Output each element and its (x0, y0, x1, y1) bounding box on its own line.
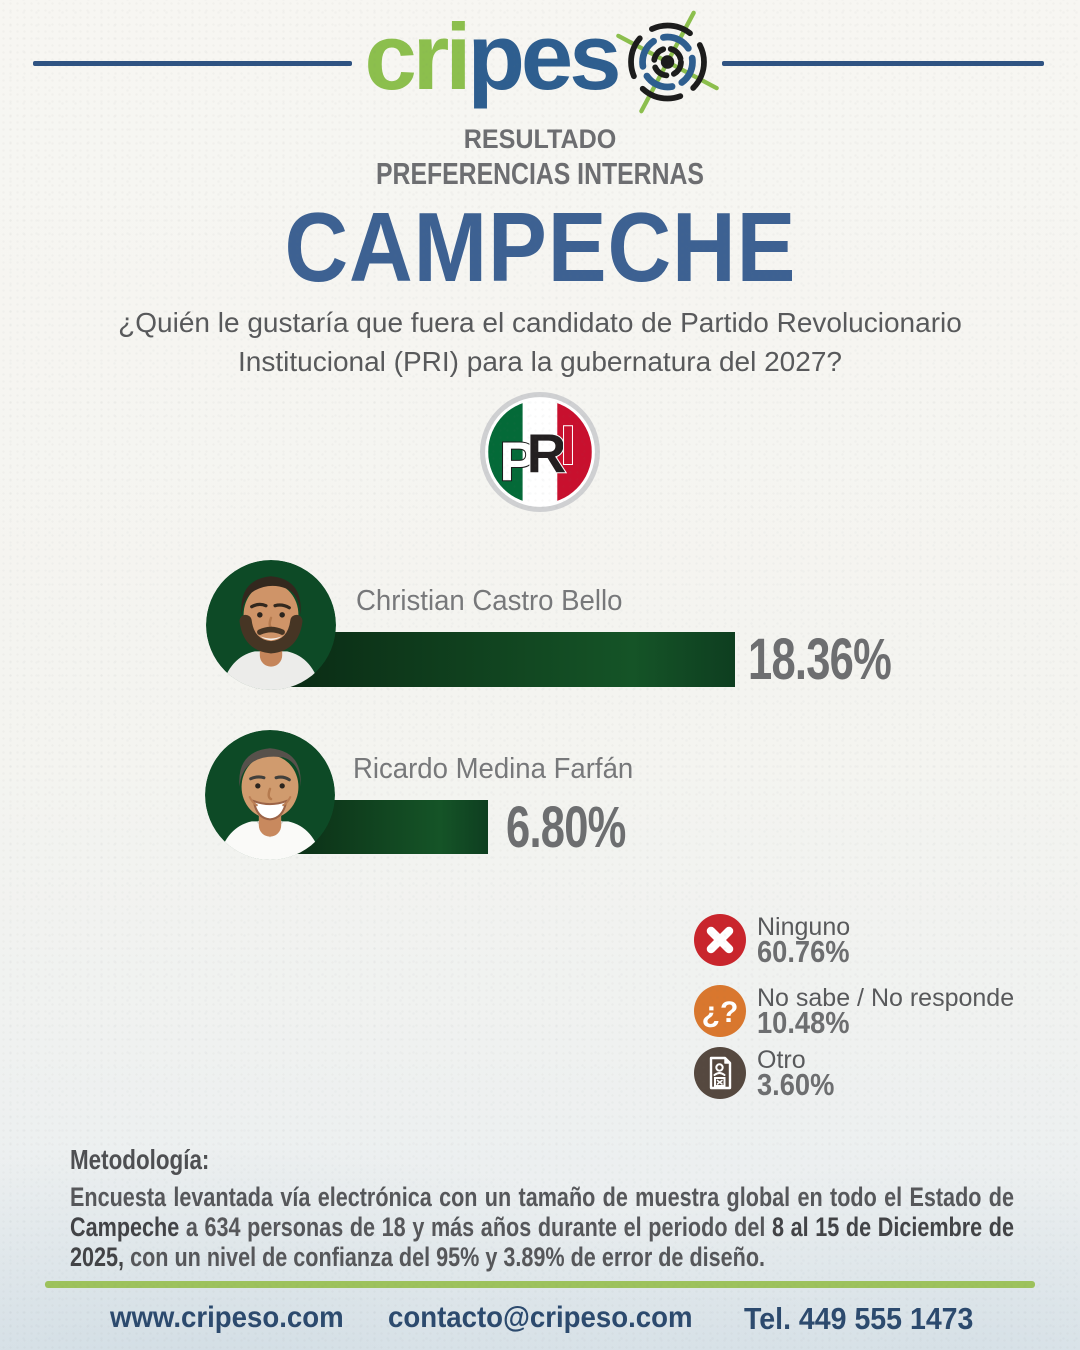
candidate-bar (272, 632, 735, 687)
footer-website: www.cripeso.com (110, 1301, 344, 1334)
question-mark-icon: ¿? (694, 985, 746, 1037)
other-option-label: No sabe / No responde (757, 984, 1015, 1012)
x-circle-icon (694, 914, 746, 966)
other-option-label: Otro (757, 1046, 806, 1074)
other-option-percentage: 60.76% (757, 934, 850, 969)
methodology-title: Metodología: (70, 1144, 210, 1175)
kicker: RESULTADO (463, 124, 617, 154)
target-icon (616, 10, 719, 114)
other-option-percentage: 10.48% (757, 1005, 850, 1040)
brand-rule-right (722, 61, 1044, 66)
candidate-name: Ricardo Medina Farfán (353, 753, 634, 785)
brand-wordmark: cri pes (364, 4, 719, 116)
page-title: CAMPECHE (284, 192, 796, 302)
footer-phone: Tel. 449 555 1473 (744, 1301, 974, 1336)
svg-text:R: R (527, 422, 567, 484)
footer-email: contacto@cripeso.com (388, 1301, 693, 1334)
svg-text:I: I (560, 414, 575, 476)
footer-rule (45, 1281, 1035, 1288)
survey-question: ¿Quién le gustaría que fuera el candidat… (118, 307, 962, 377)
pri-logo-icon: P R I (479, 391, 601, 513)
svg-text:P: P (499, 430, 536, 492)
brand-rule-left (33, 61, 352, 66)
brand-wordmark-pes: pes (467, 4, 622, 109)
candidate-percentage: 6.80% (506, 795, 626, 860)
brand-wordmark-cri: cri (364, 4, 472, 109)
candidate-avatar-icon (205, 730, 335, 860)
candidate-avatar-icon (206, 560, 336, 690)
svg-text:¿?: ¿? (702, 996, 739, 1029)
other-option-percentage: 3.60% (757, 1067, 835, 1102)
other-option-label: Ninguno (757, 913, 851, 941)
candidate-name: Christian Castro Bello (356, 585, 623, 617)
methodology-block: Metodología: Encuesta levantada vía elec… (70, 1144, 1014, 1272)
subtitle: PREFERENCIAS INTERNAS (376, 156, 704, 191)
ballot-icon (694, 1047, 746, 1099)
candidate-percentage: 18.36% (748, 627, 892, 692)
methodology-body: Encuesta levantada vía electrónica con u… (70, 1182, 1015, 1272)
